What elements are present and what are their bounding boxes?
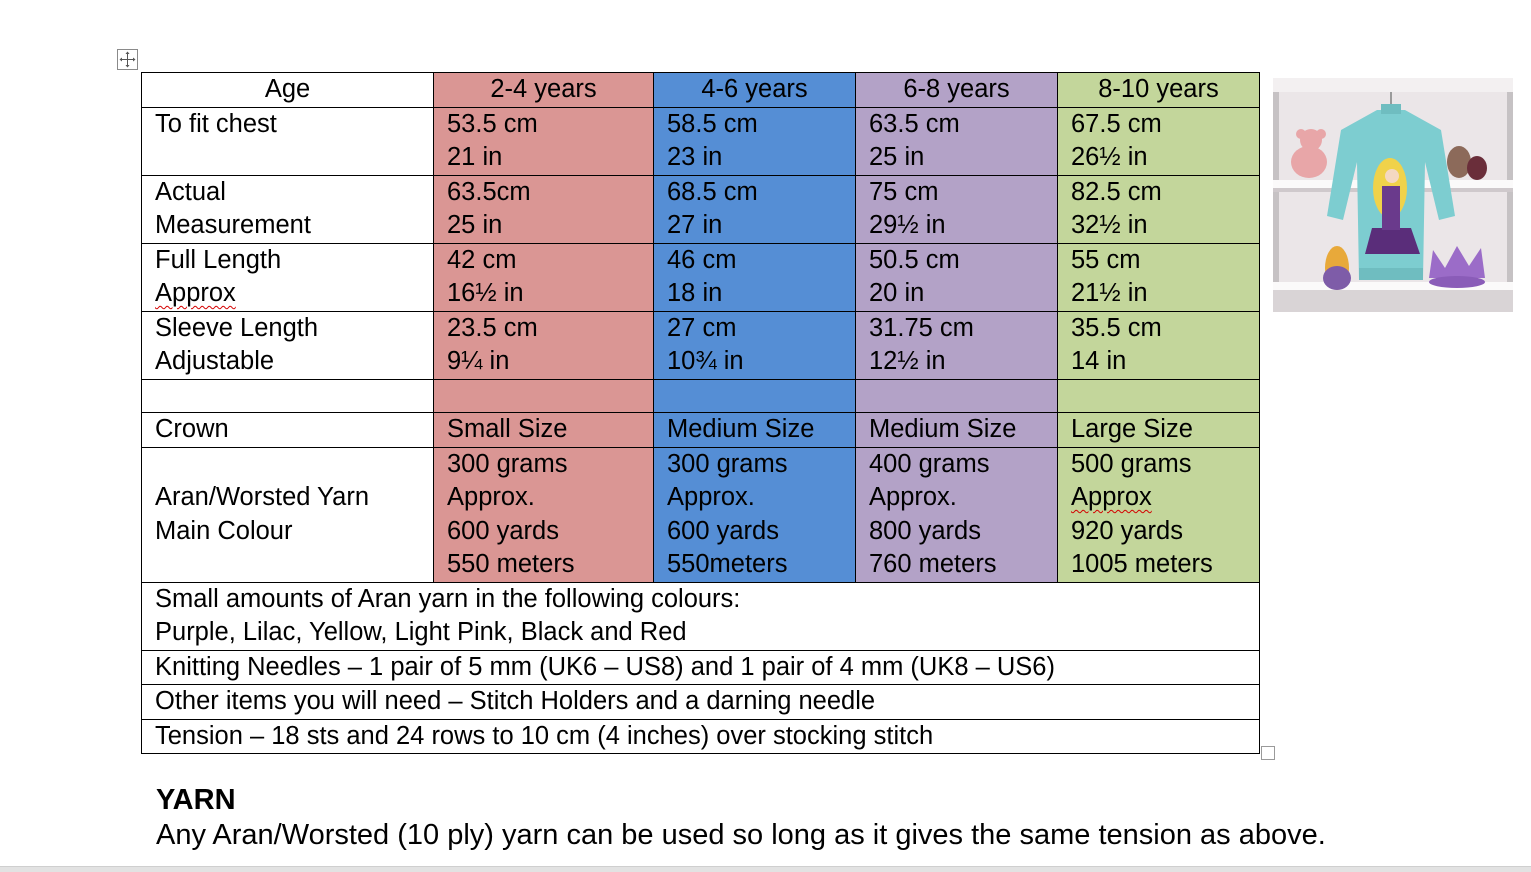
note-cell: Small amounts of Aran yarn in the follow… (141, 581, 1260, 651)
row-label: Actual Measurement (141, 174, 434, 244)
header-size-6-8: 6-8 years (855, 72, 1058, 108)
page-bottom-edge (0, 866, 1531, 872)
table-cell: 46 cm 18 in (653, 242, 856, 312)
table-cell: Large Size (1057, 411, 1260, 448)
header-size-8-10: 8-10 years (1057, 72, 1260, 108)
row-label: Aran/Worsted Yarn Main Colour (141, 446, 434, 583)
table-cell: 35.5 cm 14 in (1057, 310, 1260, 380)
row-crown: Crown Small Size Medium Size Medium Size… (141, 411, 1260, 448)
row-note-other-items: Other items you will need – Stitch Holde… (141, 684, 1260, 720)
row-label: Sleeve Length Adjustable (141, 310, 434, 380)
row-note-tension: Tension – 18 sts and 24 rows to 10 cm (4… (141, 718, 1260, 754)
row-actual-measurement: Actual Measurement 63.5cm 25 in 68.5 cm 27 … (141, 174, 1260, 244)
empty-cell (433, 378, 654, 413)
note-cell: Other items you will need – Stitch Holde… (141, 684, 1260, 720)
empty-cell (855, 378, 1058, 413)
yarn-heading: YARN (156, 784, 236, 816)
header-age: Age (141, 72, 434, 108)
table-cell: 300 grams Approx. 600 yards 550 meters (433, 446, 654, 583)
table-cell: 42 cm 16½ in (433, 242, 654, 312)
table-cell: 53.5 cm 21 in (433, 106, 654, 176)
row-label: To fit chest (141, 106, 434, 176)
table-header-row: Age 2-4 years 4-6 years 6-8 years 8-10 y… (141, 72, 1260, 108)
table-cell: 500 grams Approx 920 yards 1005 meters (1057, 446, 1260, 583)
row-spacer (141, 378, 1260, 413)
row-full-length: Full Length Approx 42 cm 16½ in 46 cm 18 in… (141, 242, 1260, 312)
table-cell: 27 cm 10¾ in (653, 310, 856, 380)
row-chest: To fit chest 53.5 cm 21 in 58.5 cm 23 in 6… (141, 106, 1260, 176)
table-cell: 82.5 cm 32½ in (1057, 174, 1260, 244)
table-cell: 63.5 cm 25 in (855, 106, 1058, 176)
yarn-description: Any Aran/Worsted (10 ply) yarn can be us… (156, 819, 1326, 851)
table-cell: Medium Size (855, 411, 1058, 448)
sizing-table: Age 2-4 years 4-6 years 6-8 years 8-10 y… (141, 72, 1260, 754)
table-cell: 400 grams Approx. 800 yards 760 meters (855, 446, 1058, 583)
row-sleeve-length: Sleeve Length Adjustable 23.5 cm 9¼ in 27 … (141, 310, 1260, 380)
table-cell: 67.5 cm 26½ in (1057, 106, 1260, 176)
table-cell: Small Size (433, 411, 654, 448)
row-note-colours: Small amounts of Aran yarn in the follow… (141, 581, 1260, 651)
table-cell: 58.5 cm 23 in (653, 106, 856, 176)
table-cell: 55 cm 21½ in (1057, 242, 1260, 312)
table-cell: 63.5cm 25 in (433, 174, 654, 244)
table-cell: 50.5 cm 20 in (855, 242, 1058, 312)
row-label: Full Length Approx (141, 242, 434, 312)
table-move-handle-icon[interactable] (117, 49, 138, 70)
table-cell: 75 cm 29½ in (855, 174, 1058, 244)
empty-cell (141, 378, 434, 413)
table-cell: 23.5 cm 9¼ in (433, 310, 654, 380)
row-note-needles: Knitting Needles – 1 pair of 5 mm (UK6 –… (141, 649, 1260, 685)
header-size-4-6: 4-6 years (653, 72, 856, 108)
table-cell: Medium Size (653, 411, 856, 448)
sweater-photo (1273, 78, 1513, 312)
note-cell: Knitting Needles – 1 pair of 5 mm (UK6 –… (141, 649, 1260, 685)
empty-cell (1057, 378, 1260, 413)
header-size-2-4: 2-4 years (433, 72, 654, 108)
empty-cell (653, 378, 856, 413)
table-cell: 300 grams Approx. 600 yards 550meters (653, 446, 856, 583)
table-cell: 68.5 cm 27 in (653, 174, 856, 244)
table-resize-handle-icon[interactable] (1261, 746, 1275, 760)
row-label: Crown (141, 411, 434, 448)
note-cell: Tension – 18 sts and 24 rows to 10 cm (4… (141, 718, 1260, 754)
table-cell: 31.75 cm 12½ in (855, 310, 1058, 380)
row-yarn: Aran/Worsted Yarn Main Colour 300 grams Ap… (141, 446, 1260, 583)
